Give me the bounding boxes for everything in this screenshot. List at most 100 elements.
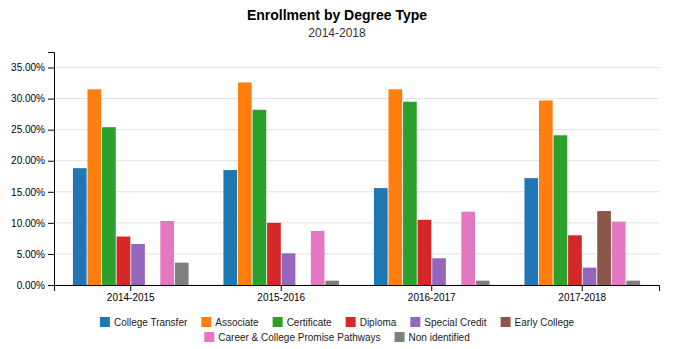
tick: 20.00%: [11, 155, 54, 166]
grid-line: [54, 222, 659, 223]
axis-line: [48, 53, 55, 286]
legend-item: Early College: [501, 317, 575, 328]
legend-label: Non identified: [409, 332, 470, 343]
chart: Enrollment by Degree Type 2014-2018 Colleg…: [0, 0, 674, 349]
series: [175, 263, 640, 285]
bar: [554, 135, 568, 285]
tick-mark: [130, 285, 131, 291]
title: Enrollment by Degree Type: [247, 7, 427, 23]
bar: [102, 127, 116, 285]
legend-item: Associate: [201, 317, 259, 328]
bar: [447, 285, 461, 286]
tick-mark: [48, 161, 54, 162]
tick: 15.00%: [11, 187, 54, 198]
bar: [524, 178, 538, 285]
grid: [54, 68, 659, 285]
legend-swatch: [100, 317, 110, 327]
bar: [374, 188, 388, 285]
bar: [418, 220, 432, 285]
bar: [267, 223, 281, 285]
legend-item: Certificate: [273, 317, 332, 328]
tick-mark: [431, 285, 432, 291]
legend: College Transfer Associate Certificate Dipl…: [100, 317, 575, 343]
bar: [325, 281, 339, 285]
tick-mark: [48, 192, 54, 193]
bar: [612, 222, 626, 285]
tick-label: 35.00%: [11, 62, 45, 73]
tick-label: 2015-2016: [257, 292, 305, 303]
x-axis: 2014-2015 2015-2016 2016-2017 2017-2018: [55, 285, 660, 303]
tick-label: 2017-2018: [558, 292, 606, 303]
tick: 5.00%: [17, 249, 54, 260]
tick-label: 25.00%: [11, 124, 45, 135]
bar: [253, 110, 267, 285]
tick-mark: [582, 285, 583, 291]
bar: [146, 285, 160, 286]
grid-line: [54, 67, 659, 68]
grid-line: [54, 191, 659, 192]
tick-label: 10.00%: [11, 218, 45, 229]
legend-swatch: [346, 317, 356, 327]
legend-swatch: [395, 332, 405, 342]
legend-item: Diploma: [346, 317, 397, 328]
legend-item: College Transfer: [100, 317, 188, 328]
tick-label: 0.00%: [17, 280, 45, 291]
tick-mark: [281, 285, 282, 291]
legend-item: Career & College Promise Pathways: [204, 332, 380, 343]
series: [87, 82, 552, 285]
legend-swatch: [201, 317, 211, 327]
grid-line: [54, 129, 659, 130]
tick: 2016-2017: [408, 285, 456, 303]
legend-label: Certificate: [287, 317, 332, 328]
bar: [282, 253, 296, 285]
legend-swatch: [273, 317, 283, 327]
bar: [476, 281, 490, 285]
bar: [160, 221, 174, 285]
bar: [403, 102, 417, 285]
bar: [223, 170, 237, 285]
bar: [461, 212, 475, 285]
tick-label: 20.00%: [11, 155, 45, 166]
bar: [131, 244, 145, 285]
series: [102, 102, 567, 285]
bar: [432, 258, 446, 285]
tick-label: 15.00%: [11, 187, 45, 198]
tick-mark: [48, 99, 54, 100]
tick: 2014-2015: [107, 285, 155, 303]
bar: [597, 211, 611, 285]
bar: [539, 100, 553, 285]
legend-label: Career & College Promise Pathways: [218, 332, 380, 343]
legend-label: College Transfer: [114, 317, 188, 328]
subtitle: 2014-2018: [308, 26, 366, 40]
legend-swatch: [204, 332, 214, 342]
legend-swatch: [410, 317, 420, 327]
bar: [583, 268, 597, 285]
tick: 30.00%: [11, 93, 54, 104]
grid-line: [54, 98, 659, 99]
tick-mark: [48, 254, 54, 255]
series: [73, 168, 538, 285]
bar: [296, 285, 310, 286]
bar: [73, 168, 87, 285]
bar: [568, 235, 582, 285]
bar: [238, 82, 252, 285]
legend-swatch: [501, 317, 511, 327]
axis-line: [55, 286, 660, 292]
tick-label: 30.00%: [11, 93, 45, 104]
tick: 2015-2016: [257, 285, 305, 303]
bar: [117, 237, 131, 285]
legend-label: Associate: [215, 317, 259, 328]
series: [117, 220, 582, 285]
tick: 2017-2018: [558, 285, 606, 303]
legend-label: Special Credit: [424, 317, 486, 328]
bars: [73, 82, 640, 285]
plot: 0.00% 5.00% 10.00% 15.00% 20.00% 25.00% 30.00%…: [11, 53, 659, 304]
tick-label: 5.00%: [17, 249, 45, 260]
tick-label: 2016-2017: [408, 292, 456, 303]
tick: 10.00%: [11, 218, 54, 229]
bar: [175, 263, 189, 285]
series: [597, 211, 611, 285]
tick-mark: [48, 285, 54, 286]
series: [160, 212, 625, 285]
bar: [626, 281, 640, 285]
